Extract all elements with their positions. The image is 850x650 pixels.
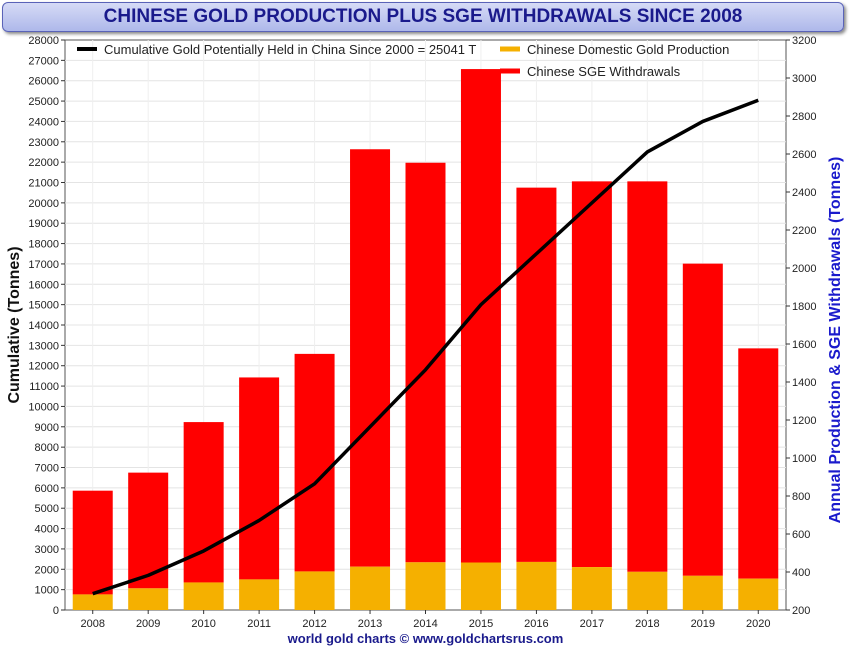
right-axis-tick-label: 3200	[792, 35, 816, 47]
left-axis-tick-label: 17000	[28, 259, 59, 271]
x-axis-tick-label: 2016	[524, 618, 548, 630]
bar-domestic-production	[460, 562, 501, 610]
x-axis-tick-label: 2017	[580, 618, 604, 630]
x-axis-tick-label: 2010	[191, 618, 215, 630]
x-axis-tick-label: 2009	[136, 618, 160, 630]
left-axis-tick-label: 20000	[28, 198, 59, 210]
x-axis-tick-label: 2018	[635, 618, 659, 630]
left-axis-tick-label: 26000	[28, 76, 59, 88]
x-axis-tick-label: 2011	[247, 618, 271, 630]
left-axis-tick-label: 16000	[28, 279, 59, 291]
bar-sge-withdrawals	[294, 353, 335, 572]
left-axis-tick-label: 22000	[28, 157, 59, 169]
left-axis-title: Cumulative (Tonnes)	[6, 246, 23, 403]
bar-domestic-production	[682, 575, 723, 610]
x-axis-tick-label: 2015	[469, 618, 493, 630]
left-axis-tick-label: 11000	[29, 381, 59, 393]
x-axis-tick-label: 2013	[358, 618, 382, 630]
left-axis-tick-label: 5000	[35, 503, 59, 515]
right-axis-tick-label: 800	[792, 491, 810, 503]
left-axis-tick-label: 28000	[28, 35, 59, 47]
x-axis-tick-label: 2008	[80, 618, 104, 630]
left-axis-tick-label: 6000	[35, 483, 59, 495]
left-axis-tick-label: 8000	[35, 442, 59, 454]
x-axis-tick-label: 2012	[302, 618, 326, 630]
right-axis-title: Annual Production & SGE Withdrawals (Ton…	[827, 157, 844, 524]
right-axis-tick-label: 2800	[792, 111, 816, 123]
left-axis-tick-label: 19000	[28, 218, 59, 230]
left-axis-tick-label: 25000	[28, 96, 59, 108]
right-axis-tick-label: 2000	[792, 263, 816, 275]
right-axis-tick-label: 400	[792, 567, 810, 579]
bar-domestic-production	[405, 562, 446, 610]
bar-sge-withdrawals	[460, 69, 501, 563]
bar-sge-withdrawals	[239, 377, 280, 580]
bar-domestic-production	[627, 571, 668, 610]
left-axis-tick-label: 4000	[35, 524, 59, 536]
chart-title: CHINESE GOLD PRODUCTION PLUS SGE WITHDRA…	[2, 2, 844, 32]
right-axis-tick-label: 1400	[792, 377, 816, 389]
left-axis-tick-label: 2000	[35, 564, 59, 576]
bar-sge-withdrawals	[627, 181, 668, 572]
left-axis-tick-label: 15000	[28, 300, 59, 312]
bar-sge-withdrawals	[738, 348, 779, 579]
right-axis-tick-label: 2600	[792, 149, 816, 161]
right-axis-tick-label: 2400	[792, 187, 816, 199]
right-axis-tick-label: 600	[792, 529, 810, 541]
left-axis-tick-label: 10000	[28, 401, 59, 413]
bar-domestic-production	[239, 579, 280, 610]
bar-domestic-production	[350, 566, 391, 610]
bar-sge-withdrawals	[682, 263, 723, 576]
left-axis-tick-label: 7000	[35, 463, 59, 475]
right-axis-tick-label: 200	[792, 605, 810, 617]
bar-domestic-production	[128, 588, 169, 610]
bar-domestic-production	[294, 571, 335, 610]
left-axis-tick-label: 23000	[28, 137, 59, 149]
x-axis-tick-label: 2020	[746, 618, 770, 630]
bar-sge-withdrawals	[571, 181, 612, 568]
x-axis-tick-label: 2019	[691, 618, 715, 630]
left-axis-tick-label: 14000	[28, 320, 59, 332]
left-axis-tick-label: 27000	[28, 55, 59, 67]
right-axis-tick-label: 3000	[792, 73, 816, 85]
left-axis-tick-label: 21000	[28, 178, 59, 190]
right-axis-tick-label: 1800	[792, 301, 816, 313]
right-axis-tick-label: 1000	[792, 453, 816, 465]
cumulative-line	[92, 98, 759, 596]
left-axis-tick-label: 13000	[28, 340, 59, 352]
left-axis-tick-label: 12000	[28, 361, 59, 373]
bar-domestic-production	[183, 582, 224, 610]
bar-sge-withdrawals	[405, 162, 446, 563]
x-axis-tick-label: 2014	[413, 618, 437, 630]
right-axis-tick-label: 2200	[792, 225, 816, 237]
bar-sge-withdrawals	[350, 149, 391, 567]
legend-label-cumulative: Cumulative Gold Potentially Held in Chin…	[104, 42, 476, 57]
right-axis-tick-label: 1600	[792, 339, 816, 351]
left-axis-tick-label: 18000	[28, 239, 59, 251]
bar-domestic-production	[72, 594, 113, 610]
left-axis-tick-label: 3000	[35, 544, 59, 556]
left-axis-tick-label: 0	[53, 605, 59, 617]
left-axis-tick-label: 24000	[28, 116, 59, 128]
bar-domestic-production	[738, 578, 779, 610]
bar-domestic-production	[516, 561, 557, 610]
right-axis-tick-label: 1200	[792, 415, 816, 427]
left-axis-tick-label: 9000	[35, 422, 59, 434]
bar-sge-withdrawals	[516, 187, 557, 562]
legend-label-sge: Chinese SGE Withdrawals	[527, 64, 681, 79]
footer-credit: world gold charts © www.goldchartsrus.co…	[287, 631, 564, 646]
legend-label-production: Chinese Domestic Gold Production	[527, 42, 729, 57]
bar-domestic-production	[571, 567, 612, 610]
left-axis-tick-label: 1000	[35, 585, 59, 597]
bar-sge-withdrawals	[72, 490, 113, 595]
